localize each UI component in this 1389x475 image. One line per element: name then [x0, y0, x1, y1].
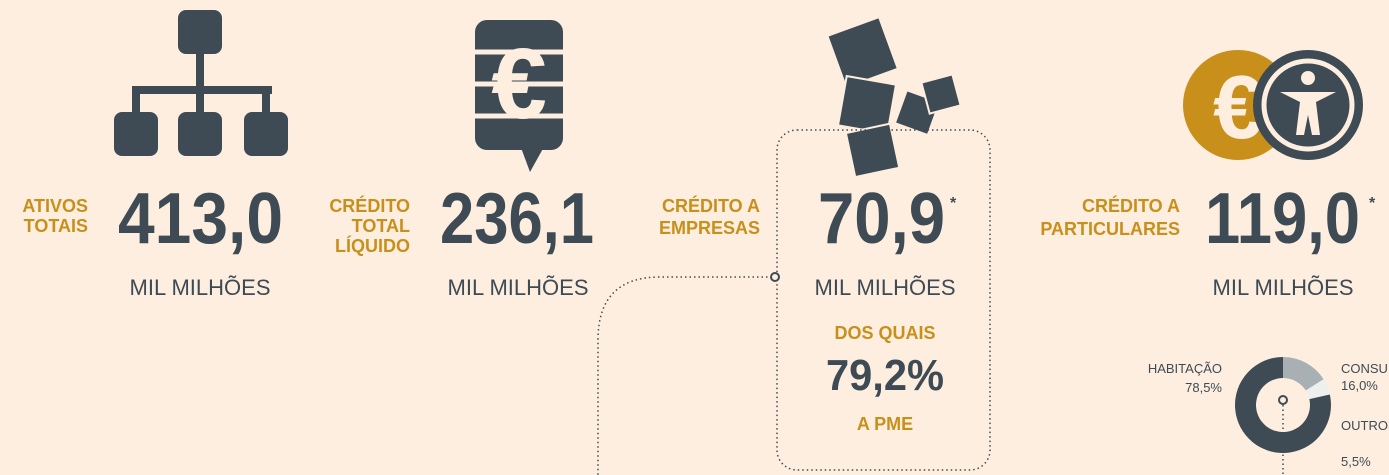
big-value: 413,0	[118, 179, 283, 259]
donut-value-label: 16,0%	[1341, 378, 1378, 393]
svg-text:€: €	[491, 28, 547, 140]
label: ATIVOS	[22, 196, 88, 216]
icon-coins: €	[1183, 50, 1363, 160]
label: CRÉDITO A	[662, 195, 760, 216]
donut-label: OUTROS FINS	[1341, 418, 1389, 433]
donut-label: HABITAÇÃO	[1148, 361, 1222, 376]
big-value: 236,1	[440, 179, 594, 259]
big-value: 70,9	[818, 179, 945, 259]
detail-prefix: DOS QUAIS	[834, 323, 935, 343]
detail-value: 79,2%	[826, 351, 944, 400]
donut-value-label: 78,5%	[1185, 380, 1222, 395]
unit: MIL MILHÕES	[1213, 275, 1354, 300]
big-value: 119,0	[1205, 179, 1360, 259]
detail-suffix: A PME	[857, 414, 913, 434]
icon-bubble: €	[475, 20, 563, 172]
footnote-mark: *	[1369, 195, 1376, 212]
donut-value-label: 5,5%	[1341, 454, 1371, 469]
unit: MIL MILHÕES	[815, 275, 956, 300]
label: TOTAIS	[24, 216, 88, 236]
unit: MIL MILHÕES	[130, 275, 271, 300]
footnote-mark: *	[950, 195, 957, 212]
donut-label: CONSUMO	[1341, 361, 1389, 376]
donut	[1235, 357, 1331, 453]
connector-dot	[771, 273, 779, 281]
label: PARTICULARES	[1040, 219, 1180, 239]
unit: MIL MILHÕES	[448, 275, 589, 300]
label: LÍQUIDO	[335, 235, 410, 256]
label: EMPRESAS	[659, 218, 760, 238]
label: TOTAL	[352, 216, 410, 236]
label: CRÉDITO	[329, 195, 410, 216]
infographic: € € ATIVOS TOTAIS 413,0 MIL MILHÕES CRÉD…	[0, 0, 1389, 475]
label: CRÉDITO A	[1082, 195, 1180, 216]
donut-dot	[1279, 396, 1287, 404]
